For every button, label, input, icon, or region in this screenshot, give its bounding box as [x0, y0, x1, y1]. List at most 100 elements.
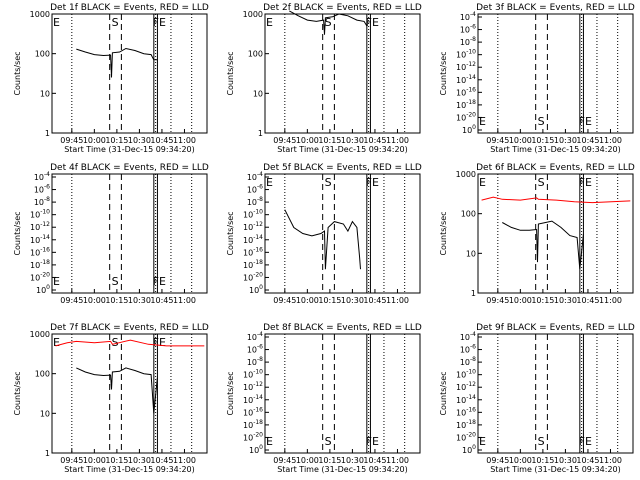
y-tick-label: 10-8 [247, 356, 263, 367]
chart-title: Det 9f BLACK = Events, RED = LLD [476, 323, 635, 333]
x-tick-label: 10:30 [554, 136, 577, 145]
y-tick-label: 10-18 [456, 99, 476, 110]
marker-s: S [112, 16, 119, 29]
x-tick-label: 10:30 [554, 456, 577, 465]
x-tick-label: 10:45 [150, 456, 173, 465]
marker-fe: FE [153, 275, 166, 288]
x-tick-label: 10:15 [531, 456, 554, 465]
plot-frame [264, 173, 421, 294]
y-tick-label: 10-14 [456, 74, 476, 85]
marker-fe: FE [153, 336, 166, 349]
y-tick-label: 10-10 [456, 49, 476, 60]
y-axis-label: Counts/sec [226, 371, 235, 415]
y-tick-label: 10-18 [243, 419, 263, 430]
chart-title: Det 3f BLACK = Events, RED = LLD [476, 3, 635, 13]
x-tick-label: 10:15 [318, 296, 341, 305]
y-axis-label: Counts/sec [13, 371, 22, 415]
y-tick-label: 10-8 [460, 36, 476, 47]
x-tick-label: 09:45 [273, 296, 296, 305]
marker-s: S [538, 115, 545, 128]
marker-e: E [53, 275, 60, 288]
chart-title: Det 5f BLACK = Events, RED = LLD [263, 163, 422, 173]
y-axis-label: Counts/sec [439, 211, 448, 255]
x-tick-label: 10:30 [341, 136, 364, 145]
plot-frame [264, 13, 421, 134]
y-axis-label: Counts/sec [226, 51, 235, 95]
x-axis-label: Start Time (31-Dec-15 09:34:20) [490, 465, 621, 474]
y-tick-label: 10-14 [30, 234, 50, 245]
y-tick-label: 10-20 [243, 431, 263, 442]
x-tick-label: 11:00 [173, 296, 196, 305]
x-tick-label: 09:45 [486, 136, 509, 145]
y-tick-label: 10 [40, 409, 50, 418]
x-tick-label: 10:30 [128, 296, 151, 305]
x-tick-label: 10:15 [318, 136, 341, 145]
series-line-1 [284, 209, 361, 270]
x-tick-label: 09:45 [60, 296, 83, 305]
marker-s: S [325, 16, 332, 29]
y-axis-label: Counts/sec [13, 211, 22, 255]
x-tick-label: 10:30 [128, 456, 151, 465]
y-tick-label: 10-18 [456, 419, 476, 430]
y-tick-label: 10-16 [456, 86, 476, 97]
y-tick-label: 10-4 [247, 171, 263, 182]
x-tick-label: 10:00 [509, 456, 532, 465]
chart-title: Det 8f BLACK = Events, RED = LLD [263, 323, 422, 333]
x-tick-label: 10:45 [150, 136, 173, 145]
x-axis-label: Start Time (31-Dec-15 09:34:20) [64, 145, 195, 154]
y-tick-label: 10-4 [247, 331, 263, 342]
y-axis-label: Counts/sec [439, 371, 448, 415]
y-tick-label: 100 [461, 210, 476, 219]
y-tick-label: 10 [253, 89, 263, 98]
chart-panel-1: Det 1f BLACK = Events, RED = LLD Counts/s… [13, 3, 209, 154]
x-tick-label: 09:45 [486, 456, 509, 465]
x-tick-label: 10:30 [341, 456, 364, 465]
chart-panel-7: Det 7f BLACK = Events, RED = LLD Counts/s… [13, 323, 209, 474]
y-tick-label: 100 [35, 370, 50, 379]
x-tick-label: 10:45 [150, 296, 173, 305]
x-tick-label: 10:45 [576, 136, 599, 145]
y-tick-label: 10-12 [456, 381, 476, 392]
y-tick-label: 10-6 [247, 184, 263, 195]
y-tick-label: 10-18 [30, 259, 50, 270]
x-axis-label: Start Time (31-Dec-15 09:34:20) [277, 145, 408, 154]
y-tick-label: 10-12 [243, 381, 263, 392]
series-line-1 [76, 367, 158, 414]
chart-panel-3: Det 3f BLACK = Events, RED = LLD Counts/s… [439, 3, 635, 154]
x-axis-label: Start Time (31-Dec-15 09:34:20) [64, 465, 195, 474]
marker-fe: FE [579, 435, 592, 448]
x-tick-label: 10:15 [105, 296, 128, 305]
marker-e: E [266, 16, 273, 29]
marker-s: S [325, 176, 332, 189]
x-tick-label: 11:00 [386, 136, 409, 145]
marker-e: E [479, 435, 486, 448]
plot-frame [51, 173, 208, 294]
x-tick-label: 10:45 [576, 296, 599, 305]
y-tick-label: 1000 [30, 330, 50, 339]
marker-fe: FE [579, 115, 592, 128]
marker-e: E [266, 435, 273, 448]
y-tick-label: 1000 [456, 170, 476, 179]
x-tick-label: 09:45 [273, 456, 296, 465]
y-tick-label: 10-8 [34, 196, 50, 207]
series-line-1 [502, 220, 584, 270]
y-tick-label: 10-4 [460, 11, 476, 22]
y-tick-label: 10-16 [243, 406, 263, 417]
y-tick-label: 10-6 [34, 184, 50, 195]
chart-panel-2: Det 2f BLACK = Events, RED = LLD Counts/s… [226, 3, 422, 154]
x-axis-label: Start Time (31-Dec-15 09:34:20) [490, 145, 621, 154]
chart-panel-5: Det 5f BLACK = Events, RED = LLD Counts/s… [226, 163, 422, 305]
y-tick-label: 10-14 [243, 234, 263, 245]
x-tick-label: 11:00 [386, 296, 409, 305]
chart-panel-8: Det 8f BLACK = Events, RED = LLD Counts/s… [226, 323, 422, 474]
y-tick-label: 10-8 [247, 196, 263, 207]
y-tick-label: 10-16 [456, 406, 476, 417]
x-tick-label: 10:00 [83, 136, 106, 145]
y-tick-label: 10-6 [460, 344, 476, 355]
y-axis-label: Counts/sec [226, 211, 235, 255]
y-tick-label: 10-10 [30, 209, 50, 220]
marker-e: E [479, 176, 486, 189]
y-tick-label: 100 [462, 444, 476, 455]
plot-frame [477, 173, 634, 294]
chart-title: Det 4f BLACK = Events, RED = LLD [50, 163, 209, 173]
